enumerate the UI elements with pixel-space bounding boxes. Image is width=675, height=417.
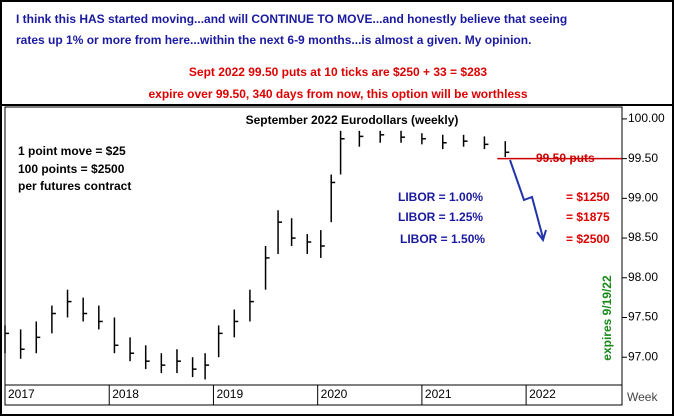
libor-label: LIBOR = 1.50% — [400, 232, 485, 246]
header-text: I think this HAS started moving...and wi… — [16, 12, 567, 26]
note: 1 point move = $25 — [18, 144, 126, 158]
x-tick-label: 2018 — [112, 387, 139, 401]
y-tick-label: 100.00 — [628, 111, 665, 125]
y-tick-label: 99.50 — [628, 151, 658, 165]
subheadline: expire over 99.50, 340 days from now, th… — [148, 87, 527, 101]
x-tick-label: 2021 — [425, 387, 452, 401]
arrow-line — [509, 159, 544, 239]
x-tick-label: 2020 — [321, 387, 348, 401]
x-tick-label: 2017 — [8, 387, 35, 401]
x-tick-label: 2022 — [529, 387, 556, 401]
header-text: rates up 1% or more from here...within t… — [16, 33, 531, 47]
note: 100 points = $2500 — [18, 162, 125, 176]
y-tick-label: 98.00 — [628, 270, 658, 284]
value-label: = $1250 — [566, 190, 610, 204]
arrows — [509, 159, 547, 243]
y-tick-label: 99.00 — [628, 191, 658, 205]
value-label: = $2500 — [566, 232, 610, 246]
axis-unit: Week — [627, 390, 658, 404]
value-label: = $1875 — [566, 210, 610, 224]
libor-label: LIBOR = 1.00% — [398, 190, 483, 204]
note: per futures contract — [18, 179, 131, 193]
headline: Sept 2022 99.50 puts at 10 ticks are $25… — [189, 65, 488, 79]
expiry-label: expires 9/19/22 — [600, 275, 614, 361]
y-tick-label: 97.00 — [628, 349, 658, 363]
libor-label: LIBOR = 1.25% — [398, 210, 483, 224]
x-tick-label: 2019 — [216, 387, 243, 401]
arrow-head — [536, 229, 547, 243]
y-tick-label: 97.50 — [628, 310, 658, 324]
chart-title: September 2022 Eurodollars (weekly) — [246, 113, 459, 127]
reference-label: 99.50 puts — [536, 151, 595, 165]
y-tick-label: 98.50 — [628, 230, 658, 244]
